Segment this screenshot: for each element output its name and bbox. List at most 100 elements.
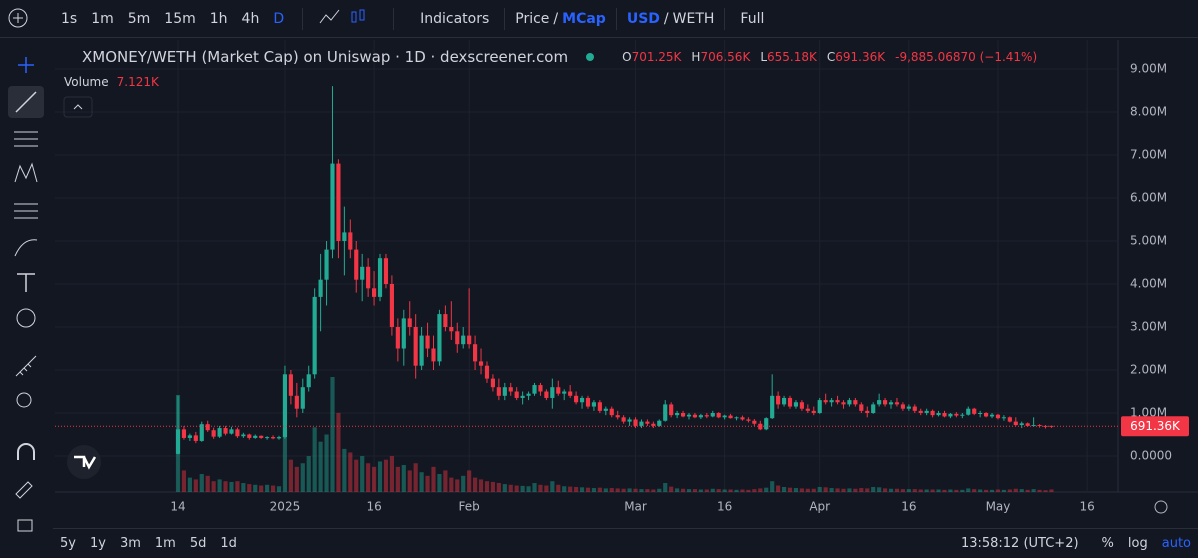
ruler-icon[interactable] (15, 355, 37, 377)
volume-bar (383, 459, 389, 492)
volume-bar (1007, 489, 1012, 492)
candle-body (193, 435, 198, 441)
candle-body (776, 395, 781, 405)
volume-bar (300, 463, 305, 492)
candle-body (918, 410, 923, 414)
prediction-icon[interactable] (14, 203, 38, 219)
interval-button[interactable]: D (273, 10, 285, 27)
volume-bar (966, 488, 971, 492)
volume-bar (259, 485, 264, 492)
add-icon[interactable] (8, 8, 28, 28)
trendline-icon[interactable] (15, 91, 37, 113)
volume-bar (211, 481, 216, 492)
volume-bar (627, 488, 632, 492)
volume-bar (574, 486, 579, 492)
emoji-icon[interactable] (16, 308, 36, 328)
volume-bar (467, 470, 472, 492)
candle-body (912, 406, 917, 411)
candle-body (348, 232, 353, 250)
x-tick-label: 14 (170, 500, 185, 514)
volume-bar (377, 461, 383, 492)
candle-body (562, 391, 567, 394)
volume-bar (562, 486, 567, 492)
candle-body (704, 415, 709, 417)
auto-toggle[interactable]: auto (1161, 536, 1191, 551)
candle-body (728, 415, 733, 419)
volume-bar (710, 488, 715, 492)
range-button[interactable]: 1m (154, 536, 176, 551)
interval-button[interactable]: 1s (61, 10, 78, 27)
currency-toggle[interactable]: USD (626, 10, 660, 27)
candle-body (936, 413, 941, 416)
fullscreen-button[interactable]: Full (740, 10, 765, 27)
axis-settings[interactable] (1154, 500, 1168, 514)
interval-button[interactable]: 4h (241, 10, 260, 27)
brush-icon[interactable] (14, 239, 38, 257)
x-tick-label: 16 (717, 500, 732, 514)
volume-bar (520, 485, 525, 492)
percent-toggle[interactable]: % (1101, 536, 1114, 551)
interval-button[interactable]: 15m (164, 10, 196, 27)
pattern-icon[interactable] (14, 162, 38, 183)
ohlc-value: 701.25K (631, 50, 682, 64)
y-tick-label: 8.00M (1130, 104, 1167, 118)
candle-body (276, 437, 282, 439)
candle-body (906, 406, 911, 409)
range-button[interactable]: 5y (60, 536, 76, 551)
candle-body (241, 434, 246, 437)
volume-bar (989, 489, 995, 492)
lock-drawing-icon[interactable] (15, 481, 33, 499)
candle-body (859, 404, 864, 411)
volume-bar (568, 486, 573, 492)
currency-toggle[interactable]: / (663, 10, 669, 27)
candle-body (966, 408, 971, 415)
price-toggle[interactable]: Price (515, 10, 550, 27)
range-button[interactable]: 1d (220, 536, 237, 551)
interval-button[interactable]: 5m (127, 10, 151, 27)
candle-body (526, 393, 531, 396)
candle-body (1025, 423, 1030, 426)
volume-bar (366, 463, 371, 492)
candle-body (585, 397, 591, 407)
lock-icon[interactable] (17, 519, 33, 532)
range-button[interactable]: 5d (189, 536, 207, 551)
volume-bar (746, 489, 751, 492)
candle-body (734, 417, 739, 419)
crosshair-icon[interactable] (18, 57, 34, 73)
x-tick-label: May (986, 500, 1011, 514)
price-toggle[interactable]: MCap (562, 10, 606, 27)
interval-button[interactable]: 1h (209, 10, 228, 27)
candle-body (752, 420, 757, 424)
candle-body (793, 402, 799, 407)
log-toggle[interactable]: log (1127, 536, 1148, 551)
candle-body (288, 374, 293, 396)
candle-body (835, 400, 840, 403)
volume-bar (692, 489, 698, 492)
candle-body (1037, 425, 1042, 427)
volume-bar (490, 481, 495, 492)
volume-bar (758, 488, 763, 492)
candle-body (698, 415, 703, 418)
logo-mark (74, 455, 97, 470)
chart-type-icons[interactable] (318, 7, 378, 31)
candle-body (300, 387, 305, 409)
volume-bar (936, 489, 941, 492)
indicators-button[interactable]: Indicators (420, 10, 490, 27)
fib-icon[interactable] (14, 131, 38, 147)
candle-body (383, 258, 389, 284)
volume-bar (395, 466, 400, 492)
volume-legend: Volume 7.121K (64, 75, 159, 89)
volume-bar (1031, 489, 1036, 492)
price-toggle[interactable]: / (553, 10, 559, 27)
ohlc-key: L (760, 50, 767, 64)
currency-toggle[interactable]: WETH (672, 10, 715, 27)
text-icon[interactable] (17, 273, 35, 292)
interval-button[interactable]: 1m (91, 10, 114, 27)
range-button[interactable]: 3m (119, 536, 141, 551)
candle-body (603, 408, 608, 411)
range-button[interactable]: 1y (89, 536, 106, 551)
candle-body (1031, 425, 1036, 427)
magnet-icon[interactable] (17, 443, 35, 460)
zoom-icon[interactable] (16, 392, 32, 408)
volume-bar (811, 488, 816, 492)
